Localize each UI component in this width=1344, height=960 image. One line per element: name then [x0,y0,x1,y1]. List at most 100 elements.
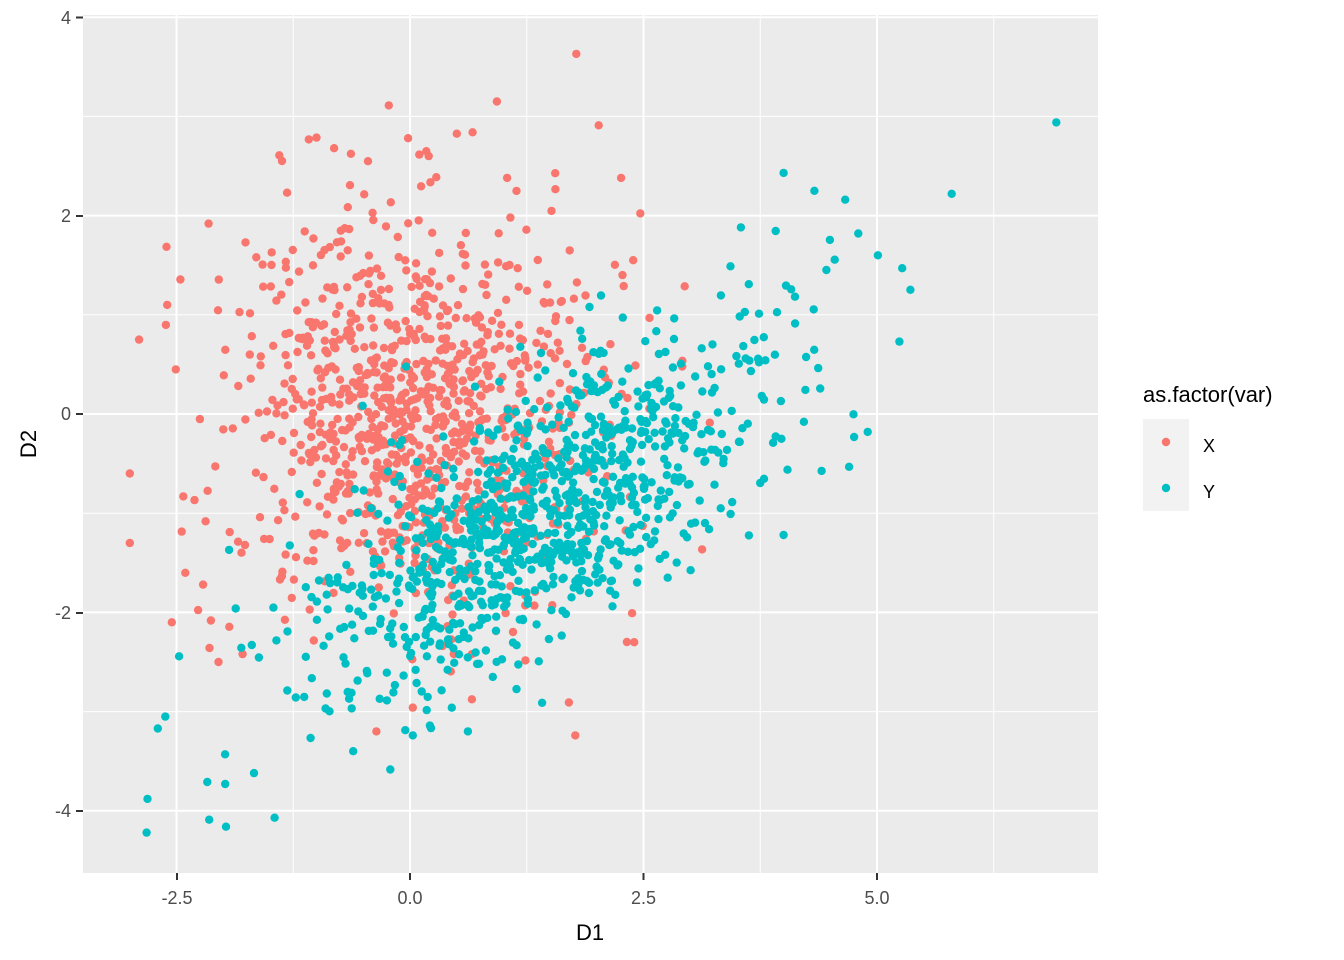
data-point [482,456,491,465]
data-point [722,445,732,455]
data-point [434,282,444,291]
data-point [652,306,662,315]
data-point [329,429,338,438]
data-point [448,610,457,619]
data-point [496,384,505,394]
data-point [717,429,726,439]
y-tick-label: 4 [61,8,71,28]
data-point [367,414,376,424]
data-point [597,456,606,465]
data-point [411,665,420,675]
data-point [558,574,567,584]
data-point [307,421,317,430]
data-point [499,602,509,611]
data-point [335,335,344,344]
data-point [363,669,372,678]
data-point [339,442,349,452]
data-point [477,392,486,401]
data-point [335,467,344,477]
data-point [323,283,332,292]
data-point [487,361,496,371]
data-point [387,438,396,447]
data-point [582,372,591,382]
data-point [473,365,482,375]
data-point [396,373,406,382]
data-point [464,409,474,418]
data-point [421,630,430,640]
data-point [468,623,477,632]
data-point [694,447,703,456]
data-point [343,538,352,548]
data-point [579,511,588,520]
data-point [540,448,549,457]
data-point [822,265,831,275]
data-point [339,583,348,592]
data-point [309,636,318,645]
data-point [424,359,433,369]
data-point [464,634,473,643]
data-point [607,576,617,585]
data-point [289,428,299,438]
data-point [273,401,282,410]
data-point [781,281,791,290]
data-point [428,450,438,459]
legend-label-y: Y [1203,482,1215,502]
data-point [895,337,904,346]
data-point [387,346,397,355]
data-point [437,686,446,695]
data-point [368,602,377,611]
data-point [258,260,267,269]
data-point [849,432,859,442]
data-point [713,408,723,417]
data-point [606,340,615,349]
data-point [607,442,616,451]
data-point [502,295,511,304]
data-point [584,527,594,536]
data-point [463,727,473,736]
data-point [331,487,340,497]
data-point [744,531,754,540]
data-point [577,566,587,576]
data-point [624,476,633,485]
data-point [542,403,552,412]
data-point [347,453,356,462]
data-point [278,498,287,507]
data-point [440,523,450,532]
data-point [394,598,404,608]
data-point [590,438,600,447]
data-point [458,284,468,294]
data-point [528,455,537,464]
data-point [595,500,604,510]
data-point [700,518,710,528]
data-point [125,469,134,478]
data-point [801,385,810,395]
data-point [528,539,537,549]
data-point [214,275,223,284]
data-point [381,222,391,231]
data-point [445,625,454,634]
data-point [522,588,531,597]
data-point [512,436,521,445]
data-point [330,327,339,337]
data-point [431,356,440,365]
data-point [402,399,411,408]
data-point [478,586,487,596]
data-point [171,365,180,374]
data-point [569,583,578,592]
data-point [260,434,269,443]
data-point [451,575,460,585]
data-point [636,209,645,218]
data-point [478,601,487,610]
data-point [143,794,152,804]
data-point [355,434,364,443]
data-point [634,402,643,411]
data-point [372,264,382,273]
data-point [294,267,304,276]
data-point [364,280,373,289]
data-point [564,698,574,707]
data-point [489,431,498,441]
data-point [384,364,393,373]
data-point [465,520,475,529]
data-point [428,600,437,610]
data-point [484,566,494,575]
